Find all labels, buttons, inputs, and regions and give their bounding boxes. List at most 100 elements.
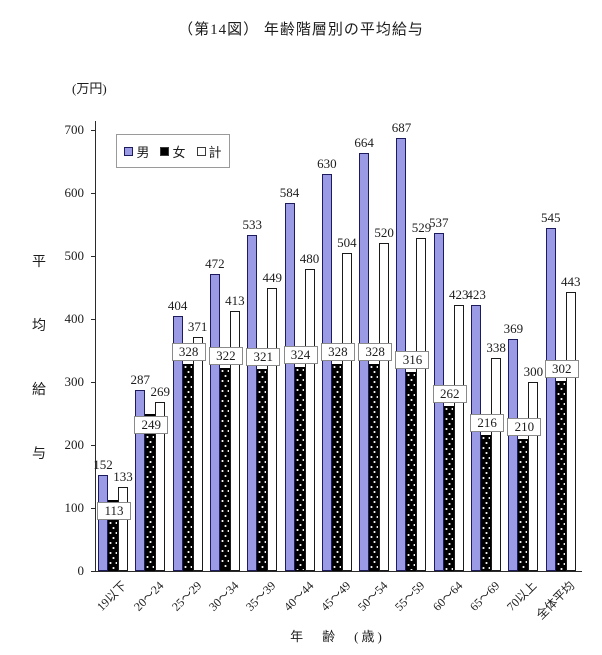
bar-label-male-12: 545 [540,209,561,225]
y-tick-400 [91,319,95,320]
y-axis [95,121,96,571]
bar-female-6 [331,364,342,571]
bar-label-female-3: 322 [208,347,243,366]
legend-marker-total-icon [196,146,206,156]
bar-label-female-1: 249 [134,416,169,435]
y-tick-label-0: 0 [77,563,85,578]
bar-female-5 [294,366,305,571]
y-tick-label-600: 600 [64,185,85,200]
bar-label-total-10: 338 [486,340,506,356]
bar-label-female-0: 113 [97,501,131,520]
bar-total-9 [453,304,464,571]
y-tick-label-300: 300 [64,374,85,389]
bar-total-11 [528,382,539,571]
bar-male-7 [359,152,370,571]
x-axis [93,571,582,572]
legend-marker-male-icon [124,146,134,156]
bar-label-total-6: 504 [337,235,357,251]
bar-label-male-5: 584 [279,185,300,201]
y-tick-200 [91,445,95,446]
bar-male-3 [209,273,220,571]
bar-label-female-11: 210 [507,417,542,436]
legend-item-male: 男 [124,142,149,161]
y-axis-title: 平均給与 [30,251,48,463]
bar-label-total-11: 300 [523,364,544,379]
bar-male-4 [247,235,258,571]
bar-total-6 [341,253,352,571]
y-axis-title-char: 均 [32,319,46,334]
bar-label-female-10: 216 [470,413,505,432]
bar-total-2 [192,337,203,571]
bar-label-female-4: 321 [246,347,281,366]
bar-female-7 [369,364,380,571]
legend-label-total: 計 [208,144,222,160]
bar-label-total-1: 269 [150,383,171,399]
bar-label-male-8: 687 [391,120,412,136]
bar-label-female-12: 302 [544,359,579,378]
bar-label-male-10: 423 [466,286,486,302]
y-axis-title-char: 平 [32,255,46,270]
bar-label-female-8: 316 [395,350,430,369]
bar-label-total-3: 413 [225,292,245,308]
y-tick-700 [91,130,95,131]
y-axis-unit-label: (万円) [72,81,107,96]
x-axis-title: 年 齢 (歳) [290,629,385,644]
bar-label-total-4: 449 [262,270,282,286]
bar-male-1 [135,390,146,571]
bar-female-8 [406,371,417,571]
bar-label-male-11: 369 [503,320,524,336]
bar-label-male-4: 533 [242,217,262,233]
bar-label-female-5: 324 [283,345,318,364]
bar-male-12 [545,227,556,571]
bar-label-male-0: 152 [93,457,113,473]
bar-total-4 [267,288,278,571]
bar-label-male-1: 287 [130,372,151,388]
bar-label-total-2: 371 [187,319,208,335]
bar-label-total-5: 480 [299,250,320,266]
y-tick-label-200: 200 [64,437,85,452]
bar-label-male-2: 404 [167,298,188,314]
y-tick-label-400: 400 [64,311,85,326]
y-tick-600 [91,193,95,194]
legend-label-female: 女 [172,144,186,160]
bar-total-8 [416,237,427,571]
y-tick-300 [91,382,95,383]
bar-total-0 [118,487,128,571]
bar-label-female-9: 262 [432,384,467,403]
legend-label-male: 男 [136,144,150,160]
bar-male-0 [98,475,108,571]
y-axis-title-char: 与 [32,447,46,462]
y-tick-100 [91,508,95,509]
bar-label-female-2: 328 [171,343,206,362]
legend-item-total: 計 [196,142,222,161]
bar-female-12 [555,380,566,571]
bar-female-9 [443,405,454,571]
y-tick-0 [91,571,95,572]
bar-female-4 [257,368,268,571]
bar-male-5 [284,203,295,571]
y-tick-500 [91,256,95,257]
bar-label-male-7: 664 [354,134,374,150]
chart-title: （第14図） 年齢階層別の平均給与 [178,22,424,38]
bar-label-total-0: 133 [113,469,133,485]
bar-label-female-6: 328 [320,343,355,362]
y-tick-label-700: 700 [64,122,85,137]
legend-item-female: 女 [160,142,186,161]
y-tick-label-100: 100 [64,500,85,515]
bar-female-1 [145,414,156,571]
bar-female-10 [481,434,492,571]
bar-label-total-9: 423 [449,286,469,302]
bar-male-11 [508,338,519,571]
bar-male-2 [172,316,183,571]
bar-male-6 [321,174,332,571]
bar-female-2 [182,364,193,571]
bar-label-total-7: 520 [374,225,394,241]
legend: 男 女 計 [116,134,230,168]
bar-label-female-7: 328 [358,343,393,362]
bar-label-male-3: 472 [205,255,225,271]
y-axis-title-char: 給 [32,383,46,398]
bar-male-10 [471,304,482,571]
bar-total-5 [304,268,315,571]
bar-female-3 [219,368,230,571]
